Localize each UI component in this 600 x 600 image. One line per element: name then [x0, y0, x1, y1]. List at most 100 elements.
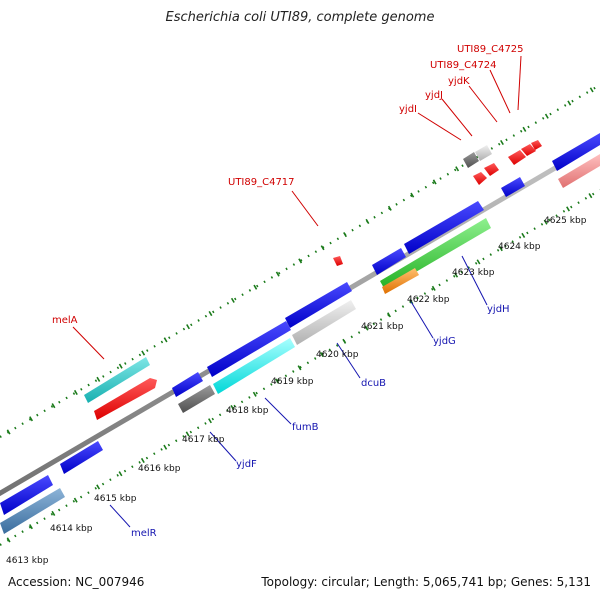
major-tick	[208, 418, 212, 424]
gene-arrow-gray-dark[interactable]	[178, 385, 215, 413]
tick-label: 4622 kbp	[407, 295, 450, 305]
callout-UTI89_C4724	[489, 69, 511, 114]
major-tick	[476, 259, 481, 265]
gene-label-yjdK[interactable]: yjdK	[448, 76, 470, 87]
tick-label: 4617 kbp	[182, 435, 225, 445]
callout-fumB	[264, 397, 292, 425]
tick-label: 4614 kbp	[50, 524, 93, 534]
gene-label-yjdI[interactable]: yjdI	[399, 104, 417, 115]
callout-UTI89_C4725	[517, 55, 522, 111]
gene-arrow-orange[interactable]	[382, 268, 419, 294]
major-tick	[588, 193, 593, 199]
major-tick	[275, 378, 280, 384]
gene-arrow-steel[interactable]	[0, 488, 65, 534]
gene-label-yjdG[interactable]: yjdG	[433, 336, 456, 347]
gene-arrow-red-left[interactable]	[94, 378, 157, 420]
tick-label: 4616 kbp	[138, 464, 181, 474]
major-tick	[253, 284, 258, 290]
gene-label-yjdF[interactable]: yjdF	[236, 459, 257, 470]
gene-arrow-melA[interactable]	[84, 357, 150, 403]
callout-yjdI	[417, 112, 462, 141]
major-tick	[319, 351, 324, 358]
gene-arrow-blue-4[interactable]	[207, 321, 291, 377]
gene-arrow-red-6[interactable]	[521, 144, 536, 156]
callout-melR	[109, 504, 131, 528]
gene-arrow-red-5[interactable]	[508, 150, 526, 165]
page-title: Escherichia coli UTI89, complete genome	[165, 10, 435, 25]
tick-label: 4623 kbp	[452, 268, 495, 278]
gene-arrow-gray-small-1[interactable]	[463, 152, 479, 168]
major-tick	[387, 312, 391, 318]
gene-arrow-pink[interactable]	[558, 154, 600, 188]
major-tick	[410, 192, 415, 198]
major-tick	[431, 285, 436, 291]
gene-label-UTI89_C4724[interactable]: UTI89_C4724	[430, 60, 497, 71]
gene-label-UTI89_C4725[interactable]: UTI89_C4725	[457, 44, 524, 55]
major-tick	[118, 363, 123, 369]
major-tick	[544, 113, 549, 119]
gene-arrow-gray-small-2[interactable]	[475, 145, 492, 161]
gene-label-UTI89_C4717[interactable]: UTI89_C4717	[228, 177, 295, 188]
major-tick	[500, 139, 504, 146]
gene-arrow-red-3[interactable]	[473, 172, 487, 185]
major-tick	[230, 297, 235, 303]
major-tick	[275, 271, 280, 277]
callout-yjdG	[409, 299, 434, 339]
gene-arrow-cyan[interactable]	[213, 338, 295, 394]
major-tick	[252, 391, 257, 397]
major-tick	[454, 272, 459, 278]
tick-label: 4615 kbp	[94, 494, 137, 504]
major-tick	[73, 389, 78, 396]
gene-labels: melA UTI89_C4717 yjdI yjdJ yjdK UTI89_C4…	[52, 44, 524, 539]
gene-arrow-blue-5[interactable]	[285, 282, 352, 328]
features	[0, 133, 600, 534]
gene-arrow-blue-8[interactable]	[501, 177, 525, 197]
major-tick	[342, 338, 347, 344]
major-tick	[521, 232, 526, 238]
callout-UTI89_C4717	[291, 190, 319, 227]
major-tick	[186, 324, 190, 330]
major-tick	[364, 325, 369, 331]
gene-arrow-blue-3[interactable]	[172, 372, 203, 397]
gene-label-dcuB[interactable]: dcuB	[361, 378, 386, 389]
gene-arrow-blue-1[interactable]	[0, 475, 53, 515]
callout-dcuB	[336, 342, 361, 379]
major-tick	[96, 376, 101, 382]
gene-arrow-blue-7[interactable]	[404, 201, 484, 254]
major-tick	[51, 403, 56, 409]
major-tick	[29, 524, 33, 530]
gene-label-yjdJ[interactable]: yjdJ	[425, 90, 443, 101]
gene-arrow-red-4[interactable]	[484, 163, 499, 176]
callout-melA	[72, 326, 105, 360]
gene-arrow-red-small[interactable]	[333, 256, 343, 266]
major-tick	[297, 365, 302, 371]
major-tick	[163, 337, 168, 343]
gene-arrow-gray-light[interactable]	[292, 300, 356, 345]
tick-label: 4625 kbp	[544, 216, 587, 226]
gene-arrow-red-7[interactable]	[531, 140, 542, 150]
gene-label-melA[interactable]: melA	[52, 315, 78, 326]
tick-label: 4621 kbp	[361, 322, 404, 332]
major-tick	[498, 246, 503, 252]
gene-label-yjdH[interactable]: yjdH	[487, 304, 510, 315]
gene-label-melR[interactable]: melR	[131, 528, 157, 539]
gene-arrow-green[interactable]	[380, 218, 491, 290]
gene-arrow-blue-2[interactable]	[60, 441, 103, 474]
major-tick	[298, 258, 303, 264]
tick-label: 4618 kbp	[226, 406, 269, 416]
major-tick	[51, 510, 56, 516]
major-tick	[208, 310, 213, 317]
major-tick	[185, 431, 190, 437]
tick-label: 4624 kbp	[498, 242, 541, 252]
gene-arrow-blue-6[interactable]	[372, 248, 406, 275]
major-tick	[343, 232, 347, 238]
callout-yjdH	[461, 255, 488, 306]
gene-arrow-blue-9[interactable]	[552, 133, 600, 171]
major-tick	[141, 350, 146, 356]
major-tick	[566, 206, 570, 212]
major-tick	[522, 126, 527, 132]
gene-label-fumB[interactable]: fumB	[292, 422, 319, 433]
major-tick	[432, 179, 437, 185]
